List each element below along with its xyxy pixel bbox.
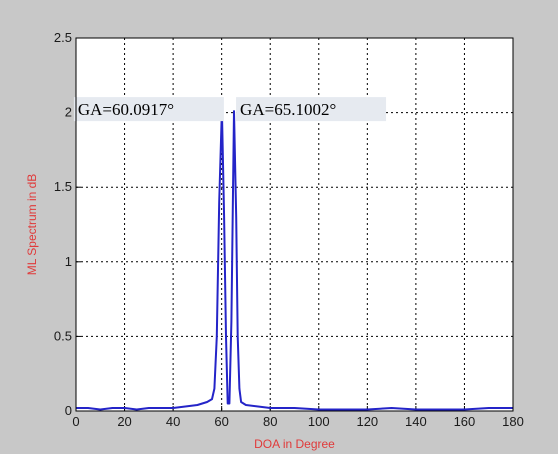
x-tick-label: 120 xyxy=(356,414,378,429)
annotation-box xyxy=(236,97,387,122)
x-tick-label: 20 xyxy=(117,414,131,429)
y-tick-label: 1.5 xyxy=(54,179,72,194)
peak-annotation: GA=65.1002° xyxy=(240,100,336,119)
y-tick-label: 2 xyxy=(65,105,72,120)
x-tick-label: 80 xyxy=(263,414,277,429)
spectrum-line xyxy=(76,108,513,411)
x-tick-label: 160 xyxy=(454,414,476,429)
y-tick-label: 1 xyxy=(65,254,72,269)
x-axis-label: DOA in Degree xyxy=(254,437,335,451)
y-tick-label: 2.5 xyxy=(54,30,72,45)
x-tick-label: 0 xyxy=(72,414,79,429)
annotation-box xyxy=(73,97,224,122)
x-tick-label: 60 xyxy=(214,414,228,429)
x-tick-label: 180 xyxy=(502,414,524,429)
peak-annotation: GA=60.0917° xyxy=(78,100,174,119)
x-tick-label: 140 xyxy=(405,414,427,429)
tick-labels: 0 20 40 60 80 100 120 140 160 180 0 0.5 1 1.5 2 2.5 xyxy=(54,30,524,429)
x-tick-label: 100 xyxy=(308,414,330,429)
x-tick-label: 40 xyxy=(166,414,180,429)
series-group xyxy=(76,108,513,411)
grid xyxy=(76,38,513,411)
plot-area xyxy=(76,38,513,411)
y-axis-label: ML Spectrum in dB xyxy=(25,174,39,276)
plot-frame xyxy=(75,37,514,412)
y-tick-label: 0 xyxy=(65,403,72,418)
y-tick-label: 0.5 xyxy=(54,328,72,343)
annotations: GA=60.0917° GA=65.1002° xyxy=(73,97,387,122)
